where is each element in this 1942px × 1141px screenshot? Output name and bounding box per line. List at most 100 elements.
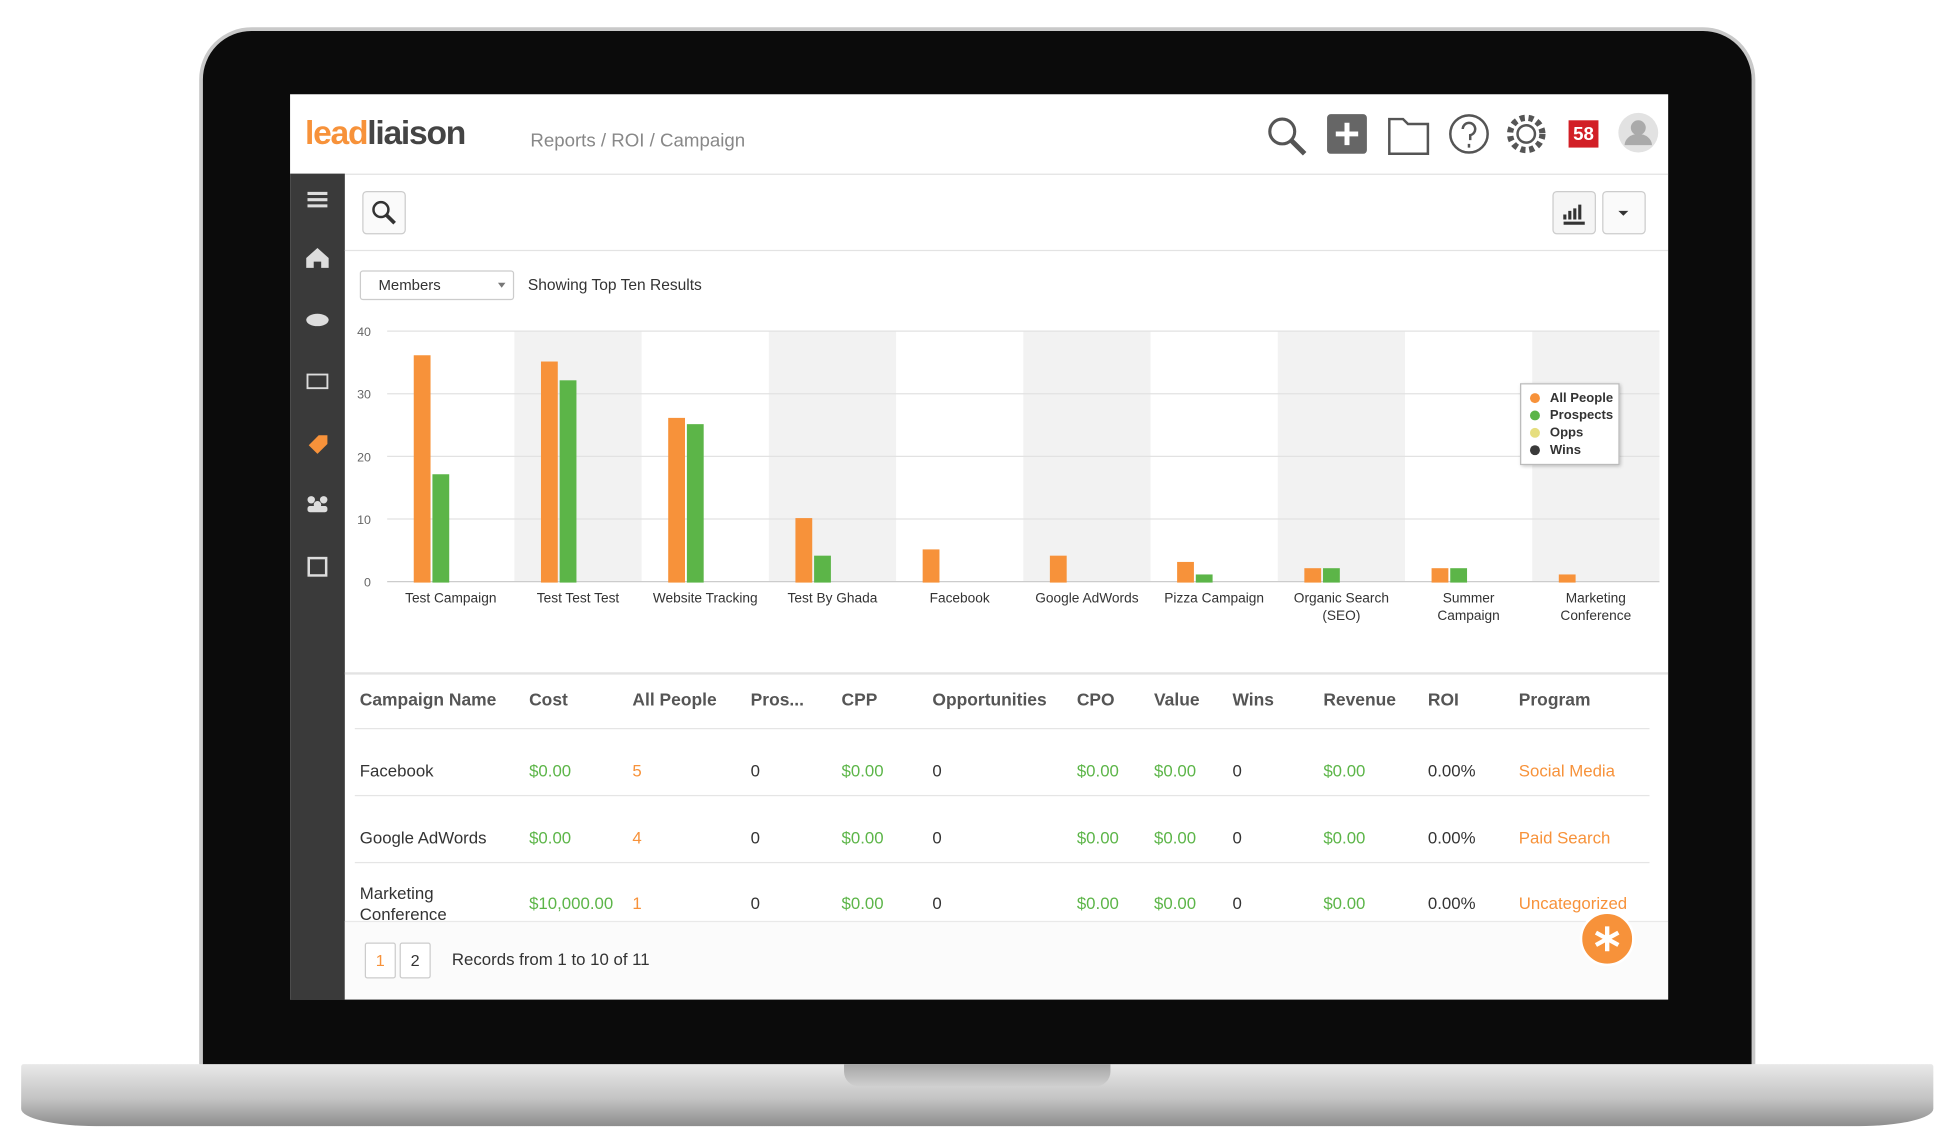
menu-icon[interactable] <box>307 191 328 208</box>
table-cell: 1 <box>632 894 642 913</box>
bar <box>1323 568 1340 583</box>
help-icon[interactable] <box>1449 114 1489 154</box>
x-tick-label: Marketing Conference <box>1560 591 1632 624</box>
table-cell: 4 <box>632 828 642 848</box>
bar <box>432 474 450 583</box>
search-icon[interactable] <box>1268 117 1307 156</box>
notification-count: 58 <box>1573 123 1594 144</box>
table-header[interactable]: Revenue <box>1323 689 1396 710</box>
breadcrumb[interactable]: Reports / ROI / Campaign <box>530 130 746 152</box>
bar <box>1304 568 1322 583</box>
table-cell: $0.00 <box>1154 761 1197 781</box>
table-cell: 0.00% <box>1427 761 1476 781</box>
bar <box>795 518 813 583</box>
people-icon[interactable] <box>307 496 328 513</box>
top-bar: leadliaison Reports / ROI / Campaign 58 <box>290 94 1669 175</box>
table-cell: $0.00 <box>1076 828 1119 848</box>
table-cell[interactable]: Paid Search <box>1518 828 1611 848</box>
table-header[interactable]: Campaign Name <box>359 689 497 710</box>
bar <box>1049 555 1067 583</box>
page-button[interactable]: 1 <box>364 942 396 979</box>
page-button[interactable]: 2 <box>399 942 431 979</box>
y-tick-label: 0 <box>364 576 371 590</box>
table-cell: 5 <box>632 761 642 781</box>
table-cell: $0.00 <box>1323 828 1366 848</box>
notification-badge[interactable] <box>1568 120 1599 148</box>
table-cell: 0 <box>932 828 942 848</box>
table-cell: 0 <box>750 828 761 848</box>
laptop-notch <box>844 1064 1111 1087</box>
header-icons: 58 <box>1268 112 1659 156</box>
legend-label: Wins <box>1549 442 1582 458</box>
legend-label: Prospects <box>1549 408 1614 423</box>
sidebar <box>290 173 345 1000</box>
x-tick-label: Organic Search (SEO) <box>1293 591 1389 624</box>
table-cell: $0.00 <box>1323 761 1366 781</box>
table-header[interactable]: CPP <box>841 689 878 710</box>
footer-panel <box>344 921 1669 1000</box>
overlay: Test Campaign Test Test Test Website Track… <box>290 94 1668 999</box>
screen: leadliaison Reports / ROI / Campaign 58 … <box>290 94 1669 1000</box>
page-icon[interactable] <box>307 556 328 577</box>
table-header[interactable]: CPO <box>1076 689 1115 710</box>
table-cell: 0.00% <box>1427 828 1476 848</box>
tag-icon[interactable] <box>308 435 328 454</box>
legend-label: Opps <box>1549 425 1584 441</box>
logo-lead: lead <box>305 114 369 152</box>
table-cell: $0.00 <box>1154 894 1197 913</box>
sidebar-icons <box>306 191 329 577</box>
members-dropdown[interactable] <box>359 270 515 301</box>
table-cell: $0.00 <box>1154 828 1197 848</box>
table-cell: 0 <box>750 761 761 781</box>
bar <box>1195 574 1213 583</box>
row-divider <box>354 861 1650 864</box>
table-header[interactable]: Cost <box>529 689 568 710</box>
x-tick-label: Test Test Test <box>536 591 620 607</box>
filter-note: Showing Top Ten Results <box>528 277 702 294</box>
table-cell: 0.00% <box>1427 894 1476 913</box>
add-icon[interactable] <box>1327 114 1367 154</box>
x-tick-label: Summer Campaign <box>1437 591 1500 624</box>
table-header[interactable]: Program <box>1518 689 1591 710</box>
table-cell: $0.00 <box>841 828 884 848</box>
table-cell: 0 <box>1232 761 1242 781</box>
x-tick-label: Facebook <box>929 591 990 607</box>
home-icon[interactable] <box>306 248 329 268</box>
records-summary: Records from 1 to 10 of 11 <box>451 949 650 969</box>
table-cell[interactable]: Social Media <box>1518 761 1616 781</box>
table-header[interactable]: Wins <box>1232 689 1274 710</box>
table-cell[interactable]: Uncategorized <box>1518 894 1628 913</box>
logo[interactable]: leadliaison <box>305 114 466 152</box>
table-header[interactable]: ROI <box>1427 689 1459 710</box>
logo-liaison: liaison <box>367 114 466 152</box>
x-tick-label: Pizza Campaign <box>1164 591 1265 607</box>
x-tick-label: Google AdWords <box>1035 591 1139 607</box>
email-icon[interactable] <box>306 373 329 390</box>
bar <box>1558 574 1576 583</box>
bar <box>922 549 940 583</box>
table-cell: $0.00 <box>529 761 572 781</box>
table-cell: Marketing Conference <box>359 884 447 924</box>
y-tick-label: 20 <box>357 450 371 464</box>
table-header[interactable]: Opportunities <box>932 689 1047 710</box>
legend-swatch <box>1529 427 1540 438</box>
table-cell: $0.00 <box>1076 761 1119 781</box>
legend-swatch <box>1529 410 1540 421</box>
table-header[interactable]: Pros... <box>750 689 804 710</box>
table-cell: 0 <box>1232 894 1242 913</box>
bar <box>814 555 831 583</box>
x-tick-label: Website Tracking <box>652 591 758 607</box>
view-icon[interactable] <box>306 313 329 327</box>
table-cell: $0.00 <box>529 828 572 848</box>
table-header[interactable]: Value <box>1154 689 1200 710</box>
bar <box>1431 568 1449 583</box>
x-tick-label: Test By Ghada <box>787 591 878 607</box>
table-cell: $0.00 <box>841 761 884 781</box>
x-tick-label: Test Campaign <box>405 591 497 607</box>
folder-icon[interactable] <box>1388 117 1430 156</box>
table-header[interactable]: All People <box>632 689 717 710</box>
avatar[interactable] <box>1618 112 1659 153</box>
settings-icon[interactable] <box>1506 114 1546 154</box>
bar <box>1450 568 1468 583</box>
